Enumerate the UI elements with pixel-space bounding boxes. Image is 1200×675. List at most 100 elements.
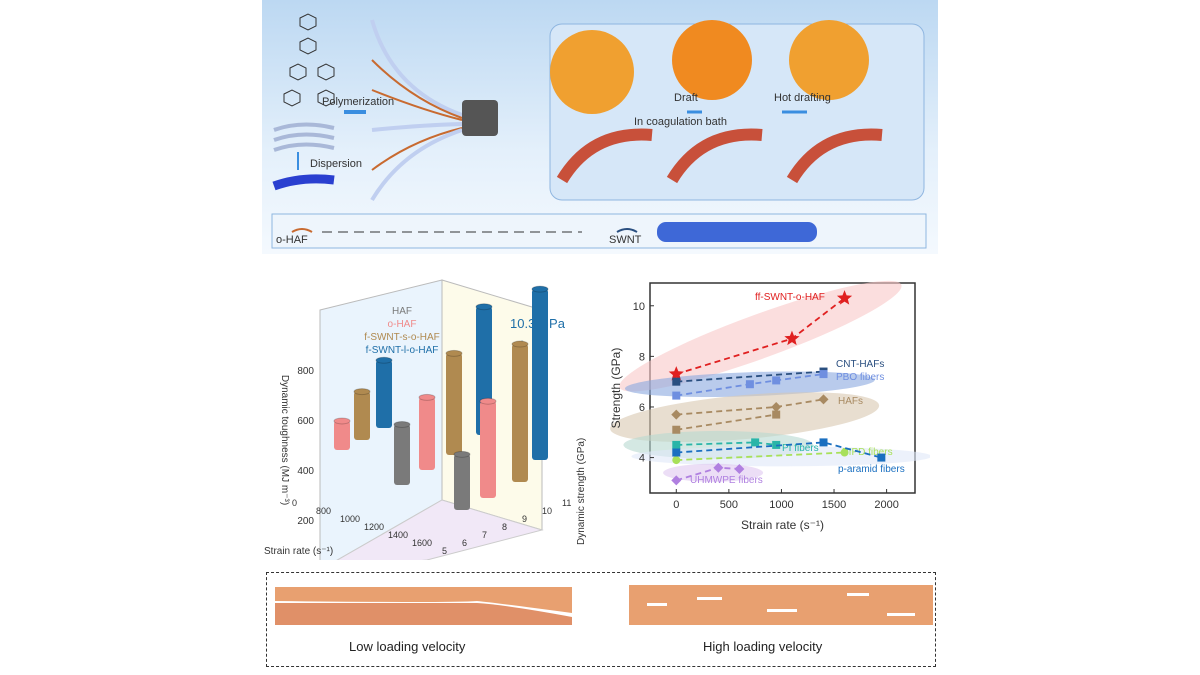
series-label: PI fibers [782, 443, 819, 454]
data-point [771, 401, 782, 412]
bar-cylinder [512, 344, 528, 482]
x-tick-label: 0 [292, 498, 297, 508]
y-tick-label: 8 [502, 522, 507, 532]
legend-entry: f-SWNT-l-o-HAF [366, 345, 439, 356]
data-point [772, 376, 781, 385]
z-tick-label: 800 [297, 366, 314, 377]
x-tick-label: 2000 [874, 499, 898, 511]
series-line [676, 441, 777, 446]
series-line [676, 451, 845, 462]
high-velocity-caption: High loading velocity [703, 639, 823, 654]
bar-cap [375, 356, 393, 364]
bar-cap [511, 340, 529, 348]
fiber-streams-icon [370, 19, 463, 202]
x-tick-label: 1400 [388, 530, 408, 540]
data-point [818, 394, 829, 405]
data-point [772, 410, 781, 419]
bar-cap [393, 421, 411, 428]
series-line [676, 413, 777, 431]
legend-entry: f-SWNT-s-o-HAF [364, 332, 440, 343]
toughness-3d-bar-chart: 0200400600800Dynamic toughness (MJ m⁻³)0… [264, 279, 587, 560]
swnt-aggregate-icon [272, 174, 335, 191]
bar-cylinder [334, 420, 350, 450]
y-tick-label: 10 [542, 506, 552, 516]
data-point [840, 448, 849, 457]
x-tick-label: 1600 [412, 538, 432, 548]
strength-scatter-chart: 0 500 1000 1500 2000 4 6 8 10 Strain rate (s⁻¹) St… [609, 280, 930, 532]
low-velocity-fiber-top-icon [275, 587, 572, 613]
y-tick-label: 11 [562, 498, 571, 508]
bar-cap [479, 397, 497, 405]
bar-cap [453, 450, 471, 458]
fiber-simulation-art [275, 585, 933, 625]
y-tick-label: 10 [633, 301, 645, 313]
schematic-art [271, 13, 927, 249]
series-label: HAFs [838, 396, 863, 407]
y-tick-label: 6 [639, 402, 645, 414]
swnt-bundle-icon [273, 122, 335, 152]
x-axis-label: Strain rate (s⁻¹) [264, 546, 333, 557]
y-axis-label: Strength (GPa) [609, 348, 623, 429]
data-point [672, 425, 681, 434]
data-point [671, 475, 682, 486]
series-label: PIPD fibers [842, 447, 893, 458]
z-tick-label: 600 [297, 416, 314, 427]
bar-cap [418, 393, 436, 401]
low-velocity-caption: Low loading velocity [349, 639, 466, 654]
series-line [676, 370, 824, 383]
o-haf-label: o-HAF [276, 234, 308, 246]
fiber-arc-icons [556, 128, 883, 184]
series-label: p-aramid fibers [838, 464, 905, 475]
legend-entry: o-HAF [388, 319, 417, 330]
z-axis-label: Dynamic toughness (MJ m⁻³) [279, 375, 290, 505]
hot-drafting-label: Hot drafting [774, 92, 831, 104]
series-label: PBO fibers [836, 372, 884, 383]
data-point [671, 409, 682, 420]
high-velocity-fiber-icon [629, 585, 933, 625]
series-label: UHMWPE fibers [690, 475, 763, 486]
x-tick-label: 500 [720, 499, 738, 511]
data-point-star [836, 290, 853, 305]
y-tick-label: 5 [442, 546, 447, 556]
bar-cap [353, 388, 371, 396]
bar-cylinder [454, 454, 470, 510]
series-label: CNT-HAFs [836, 359, 884, 370]
bar-cylinder [354, 391, 370, 440]
z-tick-label: 200 [297, 516, 314, 527]
fiber-spinning-schematic: Polymerization Dispersion Draft In coagu… [262, 0, 938, 254]
series-line [676, 373, 824, 397]
spinneret-icon [462, 100, 498, 136]
fiber-crosssection-icons [550, 20, 869, 114]
data-point [877, 453, 886, 462]
dispersion-label: Dispersion [310, 158, 362, 170]
swnt-label: SWNT [609, 234, 642, 246]
data-point-star [784, 330, 800, 346]
floor [336, 499, 544, 560]
x-tick-label: 1000 [769, 499, 793, 511]
y-tick-label: 8 [639, 351, 645, 363]
coagulation-label: In coagulation bath [634, 116, 727, 128]
x-tick-label: 1500 [822, 499, 846, 511]
bar-cylinder [480, 401, 496, 498]
monomer-structures-icon [283, 13, 335, 107]
x-tick-label: 800 [316, 506, 331, 516]
x-axis-label: Strain rate (s⁻¹) [741, 518, 824, 532]
bar-cylinder [376, 360, 392, 428]
data-point [745, 380, 754, 389]
bar-cap [531, 285, 549, 293]
y-tick-label: 7 [482, 530, 487, 540]
series-label: ff-SWNT-o-HAF [755, 292, 825, 303]
data-point [672, 377, 681, 386]
data-point-star [668, 366, 684, 381]
data-point [751, 438, 760, 447]
bar-cylinder [446, 353, 462, 455]
x-tick-label: 0 [673, 499, 679, 511]
y-tick-label: 6 [462, 538, 467, 548]
bar-cap [333, 417, 351, 425]
data-point [734, 463, 745, 474]
x-tick-label: 1000 [340, 514, 360, 524]
o-haf-chain-icon [291, 228, 313, 233]
swnt-chain-icon [616, 228, 638, 233]
data-point [713, 462, 724, 473]
